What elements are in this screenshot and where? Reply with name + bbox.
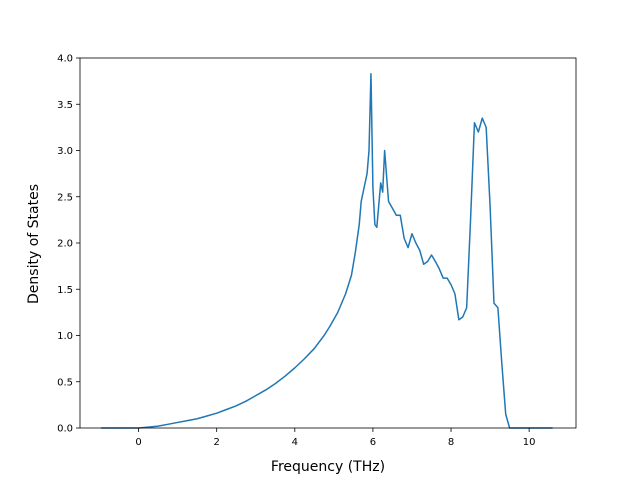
x-tick-label: 8 [448, 437, 454, 448]
x-tick-label: 10 [523, 437, 536, 448]
dos-series-line [101, 72, 553, 429]
x-tick-label: 0 [135, 437, 141, 448]
plot-area [79, 57, 577, 429]
y-tick-label: 1.5 [57, 285, 73, 296]
x-axis-label: Frequency (THz) [271, 459, 385, 475]
y-tick-label: 0.5 [57, 377, 73, 388]
axes-frame [79, 57, 577, 429]
y-axis-ticks: 0.0 0.5 1.0 1.5 2.0 2.5 3.0 3.5 4.0 [57, 54, 80, 435]
y-tick-label: 1.0 [57, 331, 73, 342]
y-tick-label: 3.0 [57, 146, 73, 157]
x-tick-label: 6 [370, 437, 376, 448]
x-axis-ticks: 0 2 4 6 8 10 [135, 428, 536, 448]
y-tick-label: 0.0 [57, 424, 73, 435]
y-tick-label: 2.0 [57, 239, 73, 250]
x-tick-label: 2 [214, 437, 220, 448]
y-axis-label: Density of States [26, 184, 42, 304]
y-tick-label: 4.0 [57, 54, 73, 65]
x-tick-label: 4 [292, 437, 298, 448]
y-tick-label: 2.5 [57, 192, 73, 203]
y-tick-label: 3.5 [57, 100, 73, 111]
